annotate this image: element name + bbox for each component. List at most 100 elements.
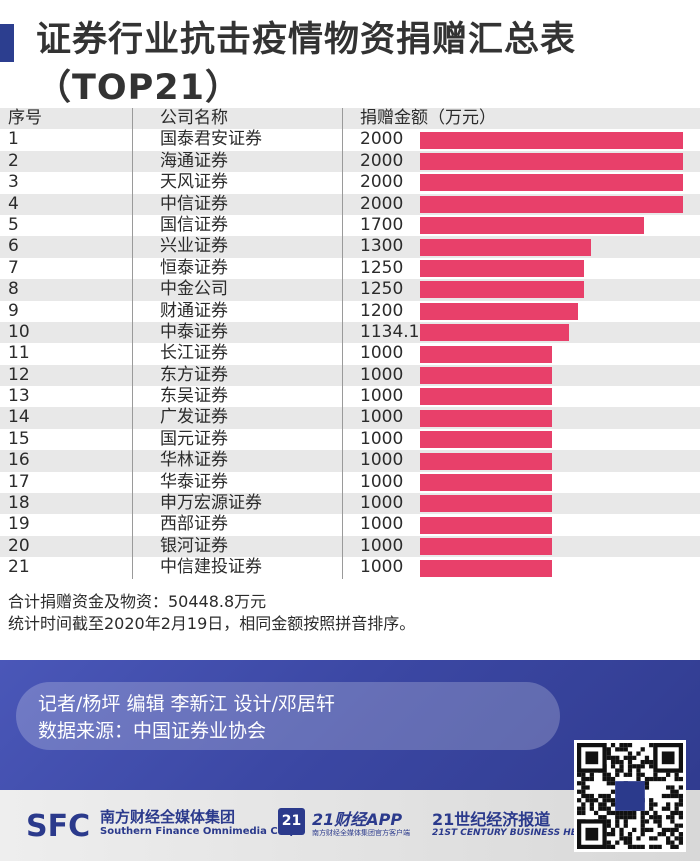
row-rank: 18 [8, 493, 30, 514]
bar-8 [420, 281, 585, 299]
credits-box [16, 682, 560, 750]
row-rank: 21 [8, 557, 30, 578]
bar-area [0, 129, 700, 579]
row-amount-label: 1000 [360, 450, 404, 471]
row-amount-label: 1000 [360, 557, 404, 578]
bar-2 [420, 152, 683, 170]
table-row: 19 西部证券 1000 [0, 514, 700, 535]
row-company: 国信证券 [160, 214, 228, 235]
bar-19 [420, 516, 552, 534]
row-company: 财通证券 [160, 300, 228, 321]
row-company: 恒泰证券 [160, 257, 228, 278]
row-amount-label: 1000 [360, 535, 404, 556]
table-row: 13 东吴证券 1000 [0, 386, 700, 407]
row-amount-label: 1000 [360, 364, 404, 385]
bar-14 [420, 409, 552, 427]
app-badge-icon: 21 [278, 808, 305, 835]
table-row: 7 恒泰证券 1250 [0, 258, 700, 279]
bar-10 [420, 324, 570, 342]
row-rank: 7 [8, 257, 19, 278]
bar-5 [420, 217, 644, 235]
bar-15 [420, 431, 552, 449]
bar-4 [420, 195, 683, 213]
row-rank: 2 [8, 150, 19, 171]
stat-note: 统计时间截至2020年2月19日，相同金额按照拼音排序。 [8, 614, 416, 633]
column-divider [132, 108, 133, 579]
row-rank: 4 [8, 193, 19, 214]
table-row: 21 中信建投证券 1000 [0, 557, 700, 578]
bar-12 [420, 366, 552, 384]
row-company: 华林证券 [160, 450, 228, 471]
bar-9 [420, 302, 578, 320]
row-rank: 20 [8, 535, 30, 556]
row-rank: 8 [8, 279, 19, 300]
row-rank: 16 [8, 450, 30, 471]
table-row: 3 天风证券 2000 [0, 172, 700, 193]
row-company: 广发证券 [160, 407, 228, 428]
row-rank: 6 [8, 236, 19, 257]
row-amount-label: 1300 [360, 236, 404, 257]
row-company: 国元证券 [160, 428, 228, 449]
row-amount-label: 1700 [360, 214, 404, 235]
row-company: 长江证券 [160, 343, 228, 364]
row-rank: 14 [8, 407, 30, 428]
row-company: 中泰证券 [160, 321, 228, 342]
column-divider [342, 108, 343, 579]
bar-3 [420, 174, 683, 192]
row-rank: 13 [8, 386, 30, 407]
row-company: 西部证券 [160, 514, 228, 535]
bar-6 [420, 238, 591, 256]
row-amount-label: 1000 [360, 493, 404, 514]
herald-name: 21世纪经济报道 [432, 810, 551, 829]
app-subtitle: 南方财经全媒体集团官方客户端 [312, 829, 410, 837]
row-company: 东方证券 [160, 364, 228, 385]
row-company: 中信建投证券 [160, 557, 262, 578]
bar-21 [420, 559, 552, 577]
row-company: 兴业证券 [160, 236, 228, 257]
row-amount-label: 1000 [360, 386, 404, 407]
row-amount-label: 1250 [360, 257, 404, 278]
row-amount-label: 1200 [360, 300, 404, 321]
row-company: 中金公司 [160, 279, 228, 300]
herald-english: 21ST CENTURY BUSINESS HERALD [432, 828, 605, 838]
bar-11 [420, 345, 552, 363]
row-amount-label: 2000 [360, 129, 404, 150]
bar-1 [420, 131, 683, 149]
row-rank: 11 [8, 343, 30, 364]
row-company: 天风证券 [160, 172, 228, 193]
row-rank: 17 [8, 471, 30, 492]
row-company: 华泰证券 [160, 471, 228, 492]
row-rank: 9 [8, 300, 19, 321]
bar-13 [420, 388, 552, 406]
table-row: 1 国泰君安证券 2000 [0, 129, 700, 150]
row-amount-label: 1000 [360, 471, 404, 492]
sfc-english: Southern Finance Omnimedia Corp. [100, 826, 301, 837]
row-company: 中信证券 [160, 193, 228, 214]
total-note: 合计捐赠资金及物资：50448.8万元 [8, 592, 267, 611]
header-amount: 捐赠金额（万元） [360, 108, 496, 128]
row-amount-label: 2000 [360, 193, 404, 214]
table-row: 5 国信证券 1700 [0, 215, 700, 236]
sfc-logo-icon: SFC [26, 809, 90, 842]
bar-7 [420, 259, 585, 277]
source-line: 数据来源：中国证券业协会 [38, 720, 267, 742]
row-rank: 15 [8, 428, 30, 449]
row-rank: 3 [8, 172, 19, 193]
row-rank: 1 [8, 129, 19, 150]
row-company: 海通证券 [160, 150, 228, 171]
table-row: 9 财通证券 1200 [0, 301, 700, 322]
row-rank: 19 [8, 514, 30, 535]
row-rank: 5 [8, 214, 19, 235]
sfc-name: 南方财经全媒体集团 [100, 808, 236, 826]
credits-line: 记者/杨坪 编辑 李新江 设计/邓居轩 [38, 693, 335, 715]
row-amount-label: 1000 [360, 407, 404, 428]
table-row: 17 华泰证券 1000 [0, 472, 700, 493]
qr-code-icon [574, 740, 686, 852]
table-header-row: 序号 公司名称 捐赠金额（万元） [0, 108, 700, 130]
row-company: 国泰君安证券 [160, 129, 262, 150]
row-rank: 10 [8, 321, 30, 342]
row-company: 申万宏源证券 [160, 493, 262, 514]
app-name: 21财经APP [312, 810, 403, 829]
bar-18 [420, 495, 552, 513]
header-company: 公司名称 [160, 108, 228, 128]
